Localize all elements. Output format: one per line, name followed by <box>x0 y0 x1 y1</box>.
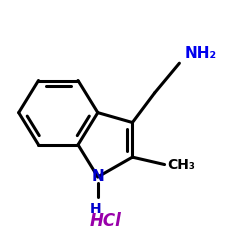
Text: N: N <box>92 170 104 184</box>
Text: NH₂: NH₂ <box>184 46 216 61</box>
Text: H: H <box>90 202 101 216</box>
Text: CH₃: CH₃ <box>167 158 195 172</box>
Text: HCl: HCl <box>89 212 121 230</box>
